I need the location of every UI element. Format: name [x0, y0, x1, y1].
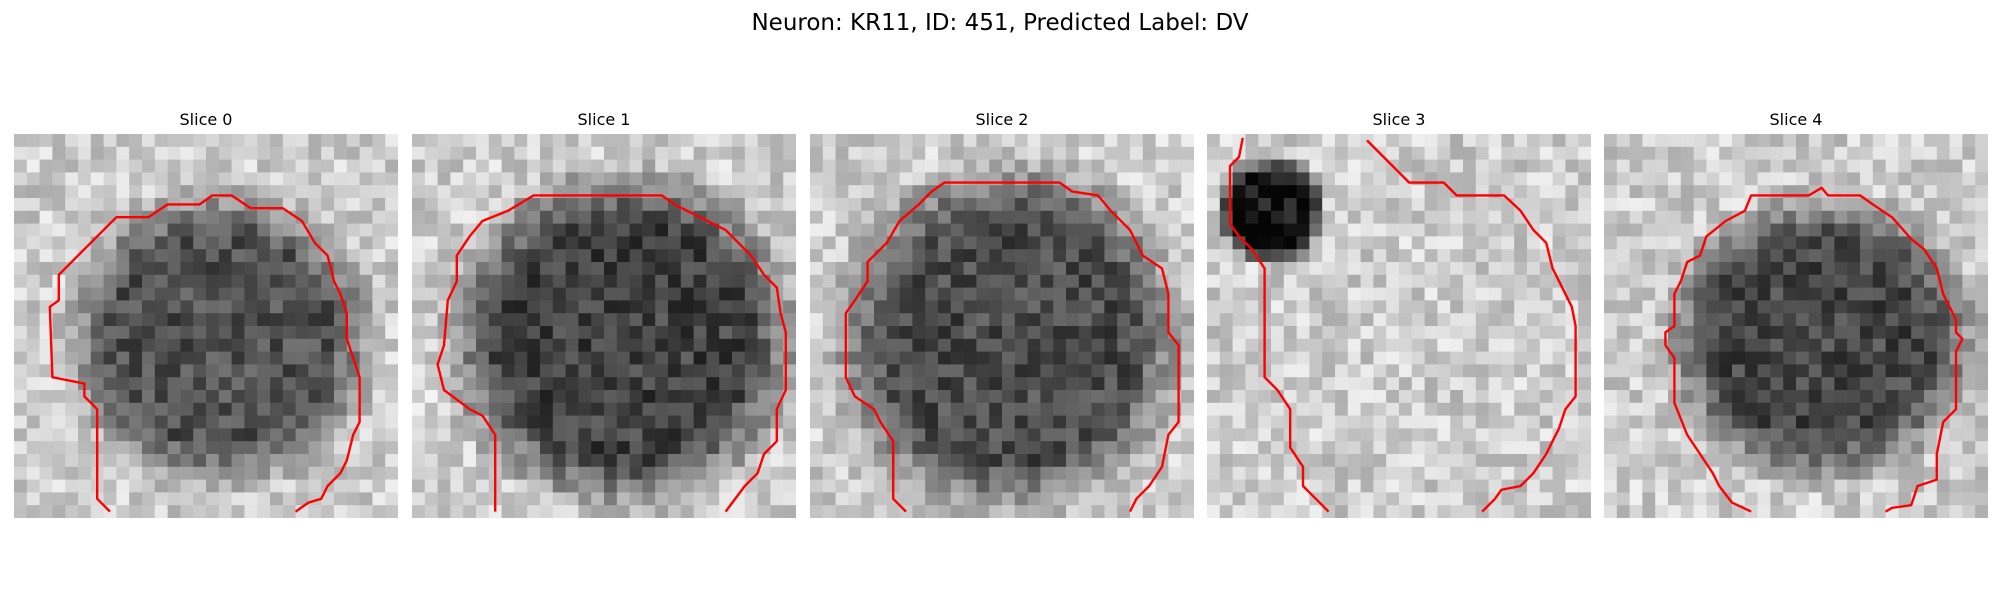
slice-image — [810, 134, 1194, 518]
slice-title: Slice 2 — [975, 110, 1029, 129]
slice-panel-0: Slice 0 — [14, 108, 398, 518]
slice-image — [1604, 134, 1988, 518]
pixel-grid — [1604, 134, 1988, 518]
pixel-grid — [14, 134, 398, 518]
slice-panel-3: Slice 3 — [1207, 108, 1591, 518]
segmentation-contour — [436, 194, 787, 513]
segmentation-contour — [48, 194, 361, 513]
pixel-grid — [412, 134, 796, 518]
slice-image — [14, 134, 398, 518]
pixel-grid — [810, 134, 1194, 518]
slice-panel-2: Slice 2 — [810, 108, 1194, 518]
segmentation-contour — [844, 181, 1180, 513]
segmentation-contour — [1228, 137, 1330, 513]
slice-image — [1207, 134, 1591, 518]
pixel-grid — [1207, 134, 1591, 518]
slice-title: Slice 4 — [1769, 110, 1823, 129]
slice-title: Slice 1 — [577, 110, 631, 129]
slice-title: Slice 0 — [179, 110, 233, 129]
slice-panel-4: Slice 4 — [1604, 108, 1988, 518]
segmentation-contour — [1664, 186, 1964, 513]
segmentation-contour — [1366, 139, 1577, 513]
slice-title: Slice 3 — [1372, 110, 1426, 129]
figure-title: Neuron: KR11, ID: 451, Predicted Label: … — [751, 10, 1249, 36]
slice-image — [412, 134, 796, 518]
slice-panel-1: Slice 1 — [412, 108, 796, 518]
